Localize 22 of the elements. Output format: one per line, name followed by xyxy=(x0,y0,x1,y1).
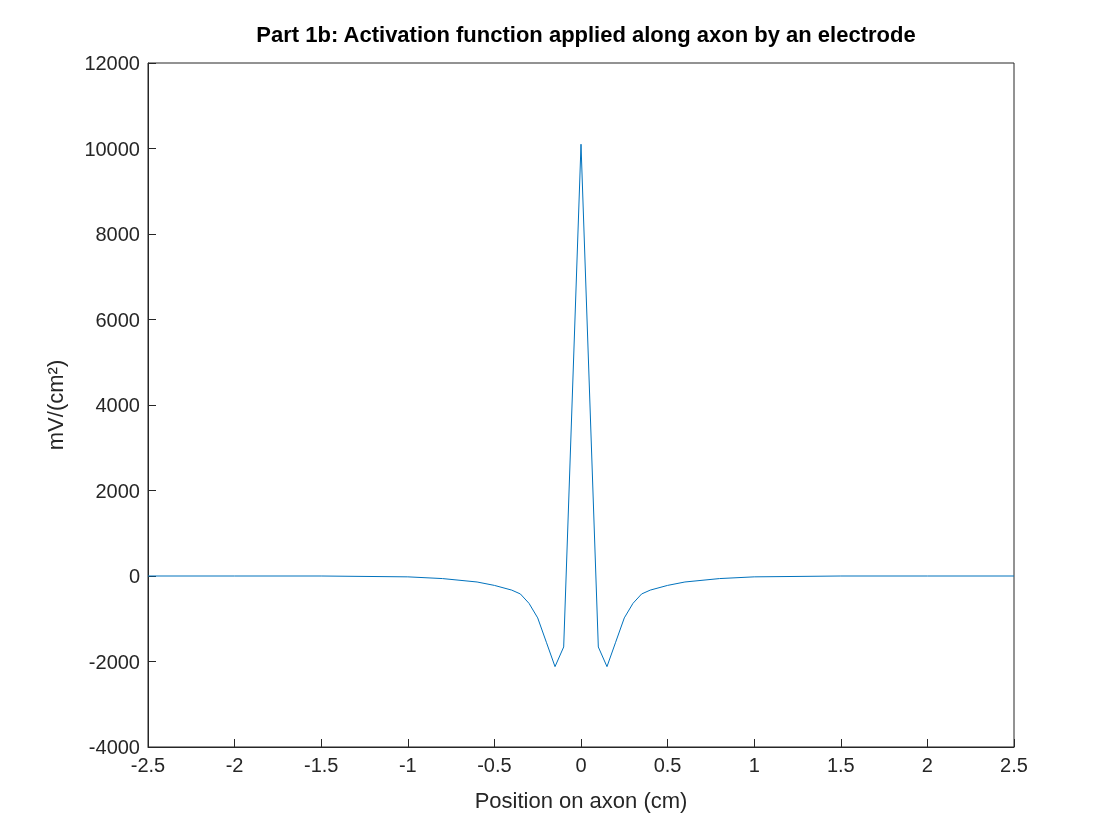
y-tick-label: -2000 xyxy=(88,650,140,673)
x-axis-title: Position on axon (cm) xyxy=(474,787,688,813)
y-tick-label: 4000 xyxy=(95,394,140,416)
y-tick-label: 8000 xyxy=(95,223,140,245)
chart-title: Part 1b: Activation function applied along axon by an electrode xyxy=(256,21,916,47)
x-tick-label: -2 xyxy=(225,754,244,776)
x-tick-label: -1 xyxy=(398,754,417,776)
x-tick-label: 0 xyxy=(575,754,587,776)
y-tick-label: 12000 xyxy=(84,52,140,74)
x-tick-label: 1 xyxy=(748,754,760,776)
x-tick-label: -0.5 xyxy=(477,754,512,776)
y-tick-label: 0 xyxy=(128,565,140,587)
x-tick-label: -1.5 xyxy=(303,754,339,776)
x-tick-label: 1.5 xyxy=(826,754,855,776)
x-tick-label: 2.5 xyxy=(1000,754,1028,776)
y-tick-label: 2000 xyxy=(95,479,140,502)
y-tick-label: 6000 xyxy=(95,308,140,331)
line-series xyxy=(147,143,1015,668)
x-tick-label: 2 xyxy=(921,754,933,776)
x-tick-label: 0.5 xyxy=(653,754,682,776)
y-axis-title: mV/(cm²) xyxy=(42,359,68,451)
y-tick-label: 10000 xyxy=(84,137,140,160)
